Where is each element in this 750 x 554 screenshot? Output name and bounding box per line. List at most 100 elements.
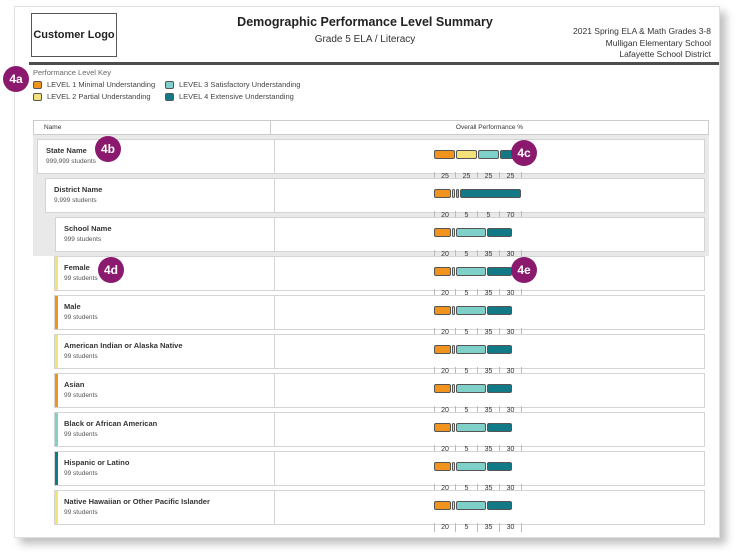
table-row: Male 99 students 20 5 35 30 bbox=[54, 295, 705, 337]
bar-segment-level-2 bbox=[451, 189, 455, 198]
key-item: LEVEL 1 Minimal Understanding bbox=[33, 80, 165, 89]
bar-segment-level-2 bbox=[451, 462, 455, 471]
bar-value-label: 25 bbox=[500, 172, 522, 181]
bar-value-label: 35 bbox=[478, 250, 500, 259]
bar-value-label: 5 bbox=[456, 328, 478, 337]
bar-segment-level-4 bbox=[486, 267, 513, 276]
table-row: School Name 999 students 20 5 35 30 bbox=[55, 217, 705, 259]
bar-value-label: 30 bbox=[500, 250, 522, 259]
bar-segment-level-3 bbox=[456, 345, 486, 354]
bar-segment-level-1 bbox=[434, 462, 451, 471]
bar-value-label: 25 bbox=[456, 172, 478, 181]
bar-value-label: 30 bbox=[500, 445, 522, 454]
table-row: Native Hawaiian or Other Pacific Islande… bbox=[54, 490, 705, 532]
row-name: Male bbox=[64, 302, 81, 311]
bar-value-label: 20 bbox=[434, 328, 456, 337]
callout-badge: 4a bbox=[3, 66, 29, 92]
bar-value-label: 35 bbox=[478, 523, 500, 532]
district-name: Lafayette School District bbox=[619, 49, 711, 59]
callout-badge: 4d bbox=[98, 257, 124, 283]
bar-value-label: 20 bbox=[434, 211, 456, 220]
row-performance-cell: 25 25 25 25 bbox=[275, 140, 704, 181]
bar-value-label: 30 bbox=[500, 367, 522, 376]
bar-segment-level-4 bbox=[486, 345, 513, 354]
bar-value-label: 30 bbox=[500, 406, 522, 415]
table-row: Black or African American 99 students 20 5 3… bbox=[54, 412, 705, 454]
column-header-performance: Overall Performance % bbox=[455, 124, 524, 131]
performance-bar: 20 5 35 30 bbox=[434, 306, 522, 337]
performance-bar: 20 5 35 30 bbox=[434, 384, 522, 415]
performance-bar: 20 5 35 30 bbox=[434, 345, 522, 376]
bar-value-label: 5 bbox=[478, 211, 500, 220]
row-student-count: 99 students bbox=[64, 314, 98, 321]
bar-segment-level-2 bbox=[451, 228, 455, 237]
bar-value-label: 30 bbox=[500, 484, 522, 493]
performance-bar: 20 5 35 30 bbox=[434, 267, 522, 298]
bar-segment-level-2 bbox=[456, 150, 477, 159]
bar-segment-level-3 bbox=[456, 462, 486, 471]
performance-bar: 20 5 35 30 bbox=[434, 423, 522, 454]
bar-value-label: 25 bbox=[478, 172, 500, 181]
row-performance-cell: 20 5 35 30 bbox=[275, 296, 704, 337]
performance-bar: 25 25 25 25 bbox=[434, 150, 522, 181]
bar-segment-level-1 bbox=[434, 228, 451, 237]
callout-badge: 4b bbox=[95, 136, 121, 162]
bar-segment-level-1 bbox=[434, 384, 451, 393]
bar-value-label: 35 bbox=[478, 484, 500, 493]
bar-segment-level-4 bbox=[486, 228, 513, 237]
bar-value-label: 20 bbox=[434, 484, 456, 493]
row-performance-cell: 20 5 35 30 bbox=[275, 452, 704, 493]
school-name: Mulligan Elementary School bbox=[605, 37, 711, 48]
customer-logo: Customer Logo bbox=[31, 13, 117, 57]
bar-segment-level-1 bbox=[434, 189, 451, 198]
bar-segment-level-4 bbox=[486, 384, 513, 393]
row-student-count: 99 students bbox=[64, 275, 98, 282]
bar-value-label: 20 bbox=[434, 250, 456, 259]
bar-value-label: 35 bbox=[478, 406, 500, 415]
table-row: District Name 9,999 students 20 5 5 70 bbox=[45, 178, 705, 220]
table-row: Asian 99 students 20 5 35 30 bbox=[54, 373, 705, 415]
key-grid: LEVEL 1 Minimal Understanding LEVEL 3 Sat… bbox=[33, 80, 305, 101]
bar-value-label: 5 bbox=[456, 211, 478, 220]
row-name: Black or African American bbox=[64, 419, 158, 428]
key-item: LEVEL 4 Extensive Understanding bbox=[165, 92, 305, 101]
row-student-count: 9,999 students bbox=[54, 197, 97, 204]
bar-value-label: 5 bbox=[456, 484, 478, 493]
bar-segment-level-4 bbox=[460, 189, 521, 198]
bar-value-label: 35 bbox=[478, 367, 500, 376]
row-performance-cell: 20 5 35 30 bbox=[275, 335, 704, 376]
bar-value-label: 35 bbox=[478, 328, 500, 337]
key-item: LEVEL 2 Partial Understanding bbox=[33, 92, 165, 101]
row-student-count: 99 students bbox=[64, 431, 98, 438]
bar-segment-level-3 bbox=[456, 501, 486, 510]
report-page: Customer Logo Demographic Performance Le… bbox=[14, 6, 720, 538]
bar-value-label: 35 bbox=[478, 289, 500, 298]
title-block: Demographic Performance Level Summary Gr… bbox=[215, 15, 515, 45]
performance-level-key: Performance Level Key LEVEL 1 Minimal Un… bbox=[33, 68, 305, 101]
row-performance-cell: 20 5 35 30 bbox=[275, 491, 704, 532]
bar-value-label: 5 bbox=[456, 445, 478, 454]
bar-segment-level-2 bbox=[451, 306, 455, 315]
bar-segment-level-3 bbox=[456, 189, 460, 198]
row-name: Female bbox=[64, 263, 90, 272]
bar-segment-level-1 bbox=[434, 345, 451, 354]
table-row: Female 99 students 20 5 35 30 bbox=[54, 256, 705, 298]
row-student-count: 99 students bbox=[64, 509, 98, 516]
level-swatch bbox=[165, 92, 174, 101]
table-header: Name Overall Performance % bbox=[33, 120, 709, 135]
callout-badge: 4c bbox=[511, 140, 537, 166]
level-swatch bbox=[33, 92, 42, 101]
row-name: State Name bbox=[46, 146, 87, 155]
bar-segment-level-3 bbox=[456, 423, 486, 432]
bar-value-label: 30 bbox=[500, 328, 522, 337]
bar-value-label: 20 bbox=[434, 367, 456, 376]
row-name-cell: Male 99 students bbox=[55, 296, 275, 329]
bar-value-label: 70 bbox=[500, 211, 522, 220]
row-student-count: 99 students bbox=[64, 470, 98, 477]
row-name-cell: District Name 9,999 students bbox=[46, 179, 275, 212]
bar-value-label: 35 bbox=[478, 445, 500, 454]
bar-value-label: 5 bbox=[456, 406, 478, 415]
key-label: LEVEL 4 Extensive Understanding bbox=[179, 92, 294, 101]
level-swatch bbox=[165, 80, 174, 89]
performance-bar: 20 5 35 30 bbox=[434, 501, 522, 532]
